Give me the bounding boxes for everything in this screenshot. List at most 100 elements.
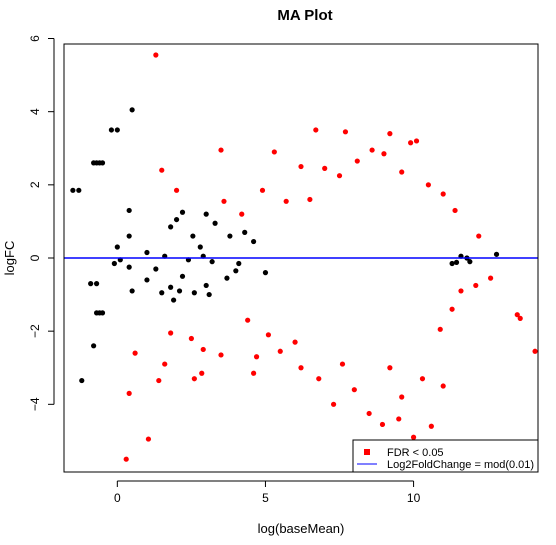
data-point	[171, 297, 177, 303]
data-point	[467, 259, 473, 265]
x-tick-label: 0	[114, 491, 121, 505]
legend-label-fdr: FDR < 0.05	[387, 447, 444, 459]
data-point	[132, 350, 138, 356]
data-point	[159, 290, 165, 296]
data-point	[399, 169, 405, 175]
chart-title: MA Plot	[277, 7, 332, 24]
data-point	[410, 434, 417, 440]
data-point	[265, 332, 272, 338]
data-point	[251, 238, 257, 245]
data-point	[145, 436, 152, 442]
data-point	[428, 423, 434, 429]
data-point	[76, 187, 82, 193]
data-point	[366, 410, 372, 417]
data-point	[188, 335, 194, 342]
data-point	[199, 370, 205, 376]
data-point	[440, 191, 446, 197]
data-point	[476, 233, 482, 239]
x-axis: 0 5 10	[114, 480, 421, 505]
data-point	[322, 165, 328, 171]
data-point	[191, 376, 197, 382]
y-axis-label: logFC	[2, 241, 17, 276]
data-point	[126, 207, 132, 214]
data-point	[156, 377, 162, 384]
data-point	[114, 127, 120, 133]
data-point	[108, 127, 114, 133]
y-tick-label: −2	[28, 324, 42, 338]
data-point	[88, 281, 94, 287]
y-tick-label: 4	[28, 108, 42, 115]
data-point	[259, 187, 266, 193]
data-point	[126, 390, 132, 396]
data-point	[413, 138, 420, 144]
data-point	[242, 229, 248, 235]
data-point	[111, 260, 117, 267]
data-point	[408, 140, 414, 146]
data-point	[271, 149, 277, 155]
data-point	[233, 268, 239, 274]
x-axis-label: log(baseMean)	[258, 521, 345, 536]
data-point	[176, 288, 183, 294]
data-point	[313, 127, 319, 133]
data-point	[159, 167, 165, 173]
y-tick-label: −4	[28, 397, 42, 411]
plot-frame	[63, 43, 539, 473]
data-point	[236, 260, 242, 267]
data-point	[114, 244, 120, 250]
data-point	[212, 220, 218, 226]
data-point	[458, 288, 464, 294]
data-point	[379, 421, 386, 428]
data-point	[203, 282, 209, 289]
data-point	[298, 163, 304, 170]
data-point	[449, 306, 455, 312]
data-point	[342, 129, 349, 135]
data-point	[449, 260, 455, 267]
y-tick-label: 2	[28, 181, 42, 188]
data-point	[153, 266, 159, 272]
data-point	[354, 158, 360, 164]
data-point	[292, 339, 298, 345]
data-point	[79, 377, 85, 384]
data-point	[381, 151, 387, 157]
data-point	[307, 196, 313, 203]
data-point	[168, 284, 174, 290]
x-tick-label: 5	[262, 491, 269, 505]
data-point	[339, 361, 346, 367]
data-point	[419, 376, 426, 382]
data-point	[179, 273, 186, 279]
data-point	[173, 216, 180, 223]
data-point	[245, 317, 251, 323]
data-point	[153, 52, 159, 58]
data-point	[298, 365, 304, 371]
data-point	[206, 291, 212, 298]
y-axis: −4 −2 0 2 4 6	[28, 35, 55, 411]
data-point	[440, 383, 446, 389]
data-point	[453, 259, 460, 265]
y-tick-label: 6	[28, 35, 42, 42]
data-point	[514, 312, 520, 318]
data-point	[262, 270, 269, 276]
data-point	[517, 315, 523, 321]
data-point	[239, 211, 245, 217]
data-point	[396, 416, 402, 422]
data-point	[351, 387, 357, 393]
data-point	[369, 147, 375, 153]
data-point	[251, 370, 257, 376]
data-point	[283, 198, 289, 204]
data-point	[129, 288, 135, 294]
data-point	[126, 233, 132, 239]
data-points	[70, 52, 538, 462]
data-point	[218, 352, 224, 358]
data-point	[387, 365, 393, 371]
data-point	[200, 346, 206, 353]
data-point	[70, 187, 76, 193]
data-point	[473, 282, 479, 289]
data-point	[203, 211, 209, 217]
legend-label-line: Log2FoldChange = mod(0.01)	[387, 459, 534, 471]
data-point	[224, 275, 230, 281]
data-point	[227, 233, 233, 239]
data-point	[253, 354, 260, 360]
data-point	[162, 361, 168, 367]
data-point	[126, 264, 132, 270]
data-point	[91, 343, 97, 349]
